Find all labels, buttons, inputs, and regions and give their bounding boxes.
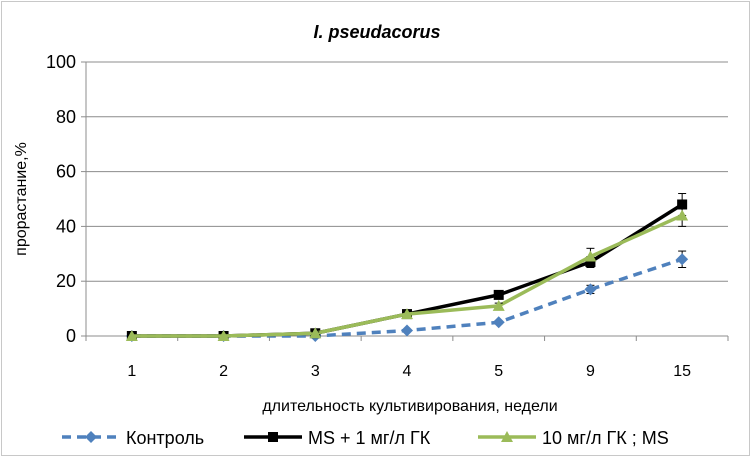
- legend-item: Контроль: [62, 428, 204, 448]
- legend-item: MS + 1 мг/л ГК: [244, 428, 431, 448]
- axes: [81, 61, 729, 341]
- data-point: [401, 308, 413, 320]
- x-tick-label: 3: [311, 363, 320, 380]
- x-tick-labels: 1 2 3 4 5 9 15: [127, 363, 691, 380]
- y-tick-label: 0: [66, 326, 76, 346]
- legend-label: Контроль: [126, 428, 204, 448]
- data-point: [584, 250, 597, 262]
- legend-item: 10 мг/л ГК ; MS: [478, 428, 669, 448]
- legend-label: 10 мг/л ГК ; MS: [542, 428, 669, 448]
- data-point: [217, 330, 230, 341]
- series-line: [131, 257, 683, 338]
- legend-marker: [268, 432, 278, 442]
- series-1: [125, 250, 689, 342]
- legend-marker: [85, 431, 97, 443]
- data-point: [309, 327, 322, 339]
- legend-label: MS + 1 мг/л ГК: [308, 428, 431, 448]
- data-point: [676, 209, 689, 221]
- series-3: [125, 203, 689, 341]
- data-point: [125, 330, 138, 341]
- y-tick-label: 80: [56, 107, 76, 127]
- data-point: [492, 299, 505, 311]
- data-point: [492, 316, 505, 329]
- legend-marker: [501, 431, 513, 442]
- y-tick-label: 60: [56, 162, 76, 182]
- series-group: [125, 193, 689, 342]
- y-tick-label: 20: [56, 271, 76, 291]
- gridlines: [86, 61, 728, 282]
- data-point: [401, 324, 413, 337]
- data-point: [584, 283, 597, 296]
- y-tick-label: 40: [56, 216, 76, 236]
- x-axis-label: длительность культивирования, недели: [262, 398, 557, 415]
- data-point: [493, 289, 504, 300]
- y-tick-label: 100: [46, 52, 76, 72]
- y-tick-labels: 0 20 40 60 80 100: [46, 52, 76, 346]
- x-tick-label: 1: [127, 363, 136, 380]
- x-tick-label: 9: [586, 363, 595, 380]
- x-tick-label: 4: [403, 363, 412, 380]
- x-tick-label: 15: [673, 363, 691, 380]
- x-tick-label: 5: [494, 363, 503, 380]
- data-point: [676, 253, 689, 266]
- x-tick-label: 2: [219, 363, 228, 380]
- y-axis-label: прорастание,%: [13, 142, 30, 256]
- chart-title: I. pseudacorus: [313, 22, 440, 42]
- legend: Контроль MS + 1 мг/л ГК 10 мг/л ГК ; MS: [62, 428, 669, 448]
